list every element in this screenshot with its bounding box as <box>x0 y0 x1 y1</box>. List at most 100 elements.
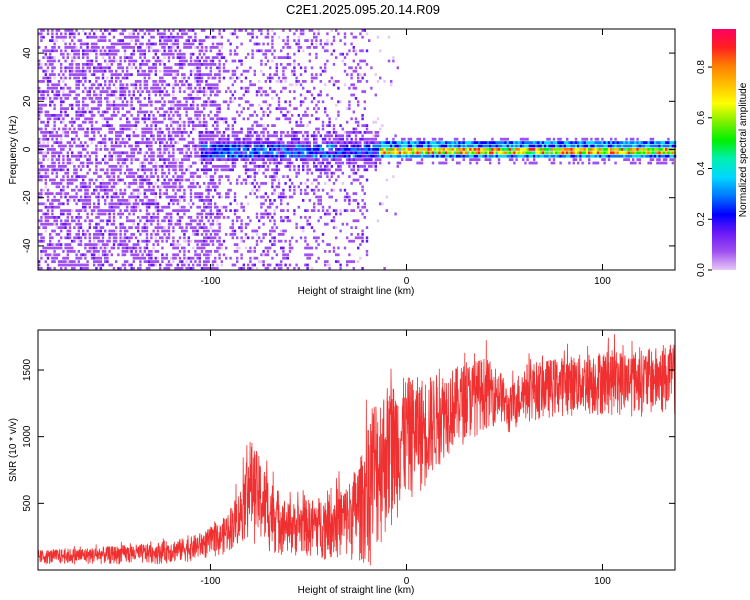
heatmap-cell <box>337 158 340 161</box>
heatmap-cell <box>174 161 177 165</box>
heatmap-cell <box>313 154 316 158</box>
heatmap-cell <box>95 35 98 39</box>
heatmap-cell <box>104 137 107 141</box>
heatmap-cell <box>134 158 138 161</box>
heatmap-cell <box>269 175 272 178</box>
heatmap-cell <box>238 175 241 178</box>
heatmap-cell <box>108 233 111 236</box>
heatmap-cell <box>117 73 120 76</box>
heatmap-cell <box>86 56 89 59</box>
heatmap-cell <box>214 114 217 117</box>
heatmap-cell <box>205 226 208 229</box>
heatmap-cell <box>51 171 54 175</box>
heatmap-cell <box>277 80 281 83</box>
heatmap-cell <box>64 83 67 87</box>
heatmap-cell <box>240 256 243 260</box>
heatmap-cell <box>42 29 45 32</box>
heatmap-cell <box>313 229 316 233</box>
heatmap-cell <box>119 127 122 131</box>
heatmap-cell <box>196 69 199 73</box>
heatmap-cell <box>161 229 164 233</box>
heatmap-cell <box>216 42 219 46</box>
heatmap-cell <box>73 226 76 229</box>
heatmap-cell <box>291 131 294 134</box>
heatmap-cell <box>308 199 311 202</box>
heatmap-cell <box>176 127 179 131</box>
heatmap-cell <box>211 239 215 243</box>
heatmap-cell <box>218 49 221 53</box>
heatmap-cell <box>40 175 43 178</box>
heatmap-cell <box>126 124 129 127</box>
heatmap-cell <box>62 52 65 56</box>
heatmap-cell <box>231 151 234 155</box>
heatmap-cell <box>62 76 65 80</box>
heatmap-cell <box>183 212 186 216</box>
heatmap-cell <box>145 110 149 114</box>
heatmap-cell <box>242 141 245 144</box>
heatmap-cell <box>198 52 201 56</box>
heatmap-cell <box>112 52 116 56</box>
heatmap-cell <box>40 250 43 253</box>
heatmap-cell <box>266 124 270 127</box>
heatmap-cell <box>148 263 151 267</box>
heatmap-cell <box>264 141 267 144</box>
heatmap-cell <box>236 260 239 263</box>
heatmap-cell <box>119 154 122 158</box>
heatmap-cell <box>295 42 298 46</box>
heatmap-cell <box>141 137 144 141</box>
heatmap-cell <box>108 158 111 161</box>
heatmap-cell <box>242 205 245 209</box>
heatmap-cell <box>172 253 175 257</box>
heatmap-cell <box>247 141 250 144</box>
heatmap-cell <box>117 202 120 206</box>
heatmap-cell <box>211 243 215 246</box>
heatmap-cell <box>247 107 250 110</box>
heatmap-cell <box>95 226 98 229</box>
heatmap-cell <box>159 39 162 42</box>
heatmap-cell <box>99 219 102 223</box>
heatmap-cell <box>119 90 122 93</box>
heatmap-cell <box>339 39 342 42</box>
heatmap-cell <box>95 256 98 260</box>
heatmap-cell <box>178 195 182 199</box>
heatmap-cell <box>372 141 375 144</box>
heatmap-cell <box>181 120 184 124</box>
heatmap-cell <box>238 103 241 107</box>
heatmap-cell <box>178 182 182 185</box>
heatmap-cell <box>139 49 142 53</box>
heatmap-cell <box>97 39 100 42</box>
heatmap-cell <box>326 32 329 36</box>
heatmap-cell <box>359 151 362 155</box>
heatmap-cell <box>137 97 140 100</box>
heatmap-cell <box>214 144 217 148</box>
heatmap-cell <box>181 59 184 63</box>
heatmap-cell <box>284 182 287 185</box>
heatmap-cell <box>288 188 292 192</box>
heatmap-cell <box>161 168 164 172</box>
heatmap-cell <box>115 205 118 209</box>
heatmap-cell <box>295 148 298 151</box>
heatmap-cell <box>178 107 182 110</box>
heatmap-cell <box>156 205 160 209</box>
heatmap-cell <box>222 131 226 134</box>
heatmap-cell <box>341 154 344 158</box>
heatmap-cell <box>264 154 267 158</box>
heatmap-cell <box>244 56 248 59</box>
heatmap-cell <box>60 35 63 39</box>
heatmap-cell <box>62 222 65 226</box>
heatmap-cell <box>150 127 153 131</box>
heatmap-cell <box>339 209 342 212</box>
heatmap-cell <box>77 124 80 127</box>
heatmap-cell <box>64 226 67 229</box>
heatmap-cell <box>71 63 74 66</box>
heatmap-cell <box>88 69 91 73</box>
heatmap-cell <box>115 42 118 46</box>
heatmap-cell <box>145 151 149 155</box>
heatmap-cell <box>145 90 149 93</box>
heatmap-cell <box>203 141 206 144</box>
heatmap-cell <box>262 42 265 46</box>
heatmap-cell <box>75 66 78 70</box>
heatmap-cell <box>321 233 325 236</box>
heatmap-cell <box>99 161 102 165</box>
heatmap-cell <box>293 154 296 158</box>
